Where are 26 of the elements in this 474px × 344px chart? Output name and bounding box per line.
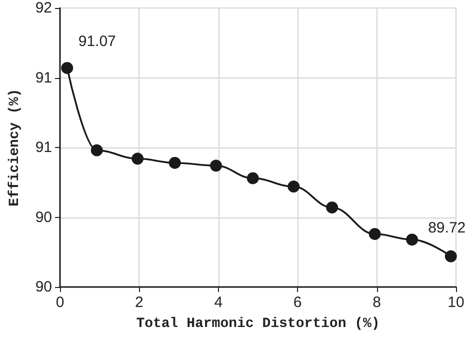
point	[326, 201, 338, 214]
y-tick-label: 92	[35, 0, 52, 16]
x-tick-label: 2	[135, 294, 144, 311]
data-label: 91.07	[78, 32, 116, 50]
y-tick-label: 91	[35, 69, 52, 86]
y-tick-label: 91	[35, 139, 52, 156]
x-tick-label: 8	[372, 294, 381, 311]
point	[61, 62, 74, 74]
x-tick-label: 4	[214, 294, 223, 311]
point	[288, 180, 300, 193]
data-label: 89.72	[428, 219, 466, 236]
y-tick-label: 90	[35, 208, 52, 226]
y-tick-label: 90	[35, 278, 52, 296]
point	[444, 250, 457, 262]
x-tick-label: 6	[293, 294, 302, 311]
point	[132, 152, 144, 165]
point	[368, 228, 381, 240]
x-axis-title: Total Harmonic Distortion (%)	[136, 316, 380, 332]
point	[246, 172, 259, 184]
point	[406, 234, 418, 246]
point	[210, 160, 222, 172]
x-tick-label: 10	[448, 294, 464, 311]
y-axis-title: Efficiency (%)	[7, 88, 23, 206]
point	[168, 156, 181, 169]
point	[90, 144, 103, 156]
x-tick-label: 0	[56, 294, 64, 311]
